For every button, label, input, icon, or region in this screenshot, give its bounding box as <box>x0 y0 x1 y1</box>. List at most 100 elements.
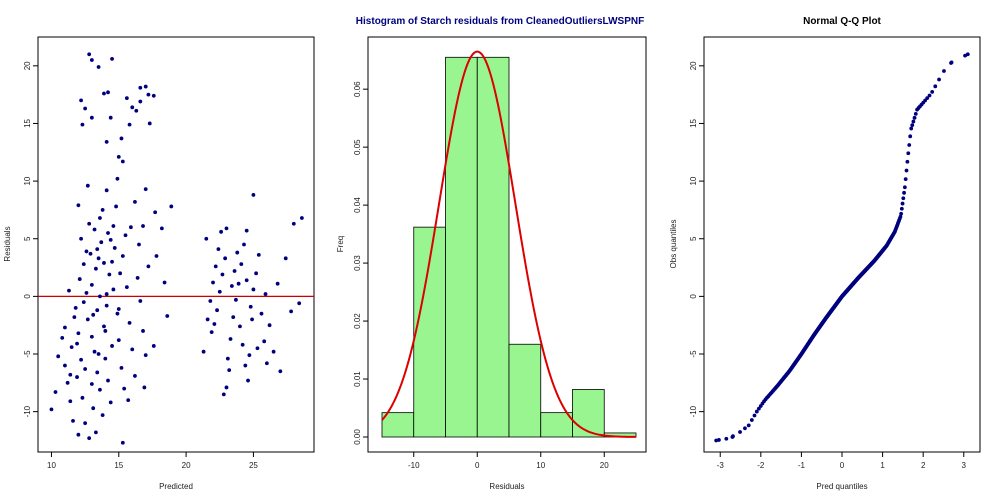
data-point <box>238 324 242 329</box>
data-point <box>146 92 151 97</box>
y-tick-label: 0 <box>23 294 32 299</box>
data-point <box>100 413 105 418</box>
data-point <box>87 436 92 441</box>
data-point <box>213 264 218 269</box>
data-point <box>126 398 131 403</box>
data-point <box>251 287 256 292</box>
x-axis-label: Pred quantiles <box>816 482 867 491</box>
qq-point <box>900 201 905 206</box>
data-point <box>60 335 65 340</box>
data-point <box>96 65 101 69</box>
data-point <box>259 311 264 316</box>
y-tick-label: 0.00 <box>353 429 362 445</box>
data-point <box>275 281 280 286</box>
data-point <box>248 304 253 309</box>
data-point <box>244 278 249 283</box>
qq-point <box>910 123 915 128</box>
data-point <box>225 356 230 361</box>
data-point <box>142 385 147 390</box>
y-tick-label: 15 <box>689 118 698 127</box>
qq-point <box>756 406 761 411</box>
data-point <box>138 85 143 90</box>
x-tick-label: 1 <box>880 461 885 470</box>
y-tick-label: 20 <box>689 61 698 70</box>
data-point <box>120 440 125 445</box>
plot-frame <box>367 36 647 453</box>
x-axis-ticks: -10 0 10 20 <box>408 452 609 470</box>
data-point <box>104 303 109 308</box>
data-point <box>112 246 117 250</box>
data-point <box>141 329 145 333</box>
x-tick-label: 0 <box>840 461 845 470</box>
data-point <box>77 277 82 281</box>
qq-point <box>902 190 906 195</box>
data-point <box>133 374 137 378</box>
x-tick-label: -1 <box>798 461 806 470</box>
y-tick-label: 5 <box>689 236 698 241</box>
y-axis-ticks: -10 -5 0 5 10 15 20 <box>23 61 38 417</box>
data-point <box>104 140 109 144</box>
data-point <box>95 370 100 375</box>
data-point <box>85 317 90 322</box>
qq-point <box>949 60 954 65</box>
x-axis-label: Predicted <box>159 482 193 491</box>
y-tick-label: 0.05 <box>353 139 362 155</box>
y-tick-label: 5 <box>23 236 32 241</box>
data-point <box>204 236 209 241</box>
data-point <box>229 284 234 288</box>
data-point <box>114 204 118 209</box>
data-point <box>134 108 139 113</box>
data-point <box>69 345 74 349</box>
data-point <box>216 247 221 252</box>
data-point <box>231 315 236 320</box>
histogram-bars <box>381 56 637 438</box>
y-tick-label: 10 <box>23 176 32 185</box>
data-point <box>116 338 121 343</box>
data-point <box>212 322 217 326</box>
data-point <box>278 369 283 374</box>
data-point <box>120 254 125 258</box>
histogram-bar <box>381 412 415 438</box>
data-point <box>89 58 94 62</box>
data-point <box>205 317 210 322</box>
data-point <box>127 320 132 325</box>
qq-point <box>913 111 918 116</box>
qq-point <box>902 185 907 190</box>
y-tick-label: 20 <box>23 61 32 70</box>
data-point <box>80 395 85 400</box>
data-point <box>201 349 206 354</box>
data-point <box>98 387 102 392</box>
data-point <box>92 349 97 354</box>
qq-point <box>752 413 757 418</box>
data-point <box>103 356 108 361</box>
data-point <box>83 106 88 111</box>
y-tick-label: 15 <box>23 118 32 127</box>
data-point <box>93 430 98 435</box>
data-point <box>251 193 256 197</box>
data-point <box>89 382 94 386</box>
data-point <box>242 242 246 247</box>
data-point <box>108 237 113 242</box>
qq-point <box>930 90 935 94</box>
data-point <box>102 324 106 329</box>
x-tick-label: 10 <box>47 461 56 470</box>
data-point <box>96 352 101 356</box>
y-tick-label: -10 <box>23 405 32 417</box>
qq-point <box>937 77 941 82</box>
data-point <box>228 337 233 341</box>
data-point <box>235 250 240 255</box>
data-point <box>110 259 114 264</box>
data-point <box>143 84 148 89</box>
histogram-bar <box>445 56 478 438</box>
x-tick-label: 20 <box>600 461 609 470</box>
plot-frame <box>703 36 981 453</box>
qq-point <box>911 119 916 124</box>
histogram-panel: Histogram of Starch residuals from Clean… <box>336 16 647 491</box>
data-point <box>99 240 104 245</box>
data-point <box>110 57 114 61</box>
data-point <box>106 90 110 95</box>
data-point <box>76 432 81 437</box>
data-point <box>159 226 164 231</box>
data-point <box>263 292 268 296</box>
data-point <box>130 347 135 352</box>
